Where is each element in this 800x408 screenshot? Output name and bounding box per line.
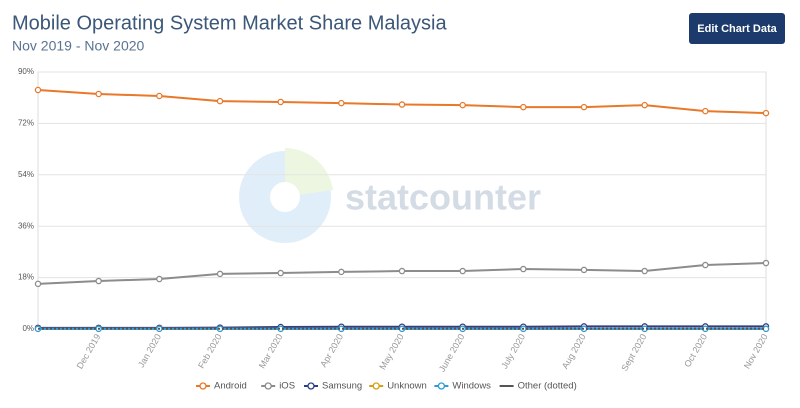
legend-item: Unknown [369, 381, 427, 392]
point [95, 90, 102, 98]
point [338, 99, 345, 107]
y-tick-label: 72% [18, 119, 34, 128]
legend-marker [307, 382, 315, 390]
y-tick-label: 90% [18, 67, 34, 76]
point [277, 269, 284, 277]
legend-marker [264, 382, 272, 390]
point [580, 103, 588, 111]
legend-label: Android [214, 381, 247, 392]
point [398, 101, 406, 108]
point [156, 275, 163, 283]
legend-item: Windows [434, 381, 491, 392]
point [34, 86, 42, 94]
watermark-logo [239, 148, 333, 243]
point [580, 266, 588, 274]
point [520, 265, 527, 273]
legend-label: Unknown [387, 381, 427, 392]
legend-marker [199, 382, 207, 390]
edit-chart-data-button[interactable]: Edit Chart Data [689, 13, 785, 44]
y-tick-label: 54% [18, 170, 34, 179]
legend-marker [437, 382, 446, 390]
chart-title: Mobile Operating System Market Share Mal… [12, 12, 447, 34]
legend-item: Samsung [304, 381, 362, 392]
point [459, 267, 466, 275]
legend-label: Other (dotted) [518, 381, 577, 392]
watermark-text: statcounter [345, 177, 541, 218]
point [641, 267, 648, 275]
legend-item: Other (dotted) [499, 381, 577, 392]
point [762, 259, 770, 267]
y-tick-label: 0% [22, 324, 34, 333]
point [459, 101, 466, 109]
point [277, 98, 284, 106]
legend-item: Android [196, 381, 247, 392]
point [762, 325, 770, 333]
point [398, 267, 406, 275]
point [338, 268, 345, 276]
point [641, 101, 648, 109]
y-tick-label: 18% [18, 273, 34, 282]
legend-label: iOS [279, 381, 295, 392]
point [762, 109, 770, 117]
legend-label: Samsung [322, 381, 362, 392]
point [34, 280, 42, 288]
point [95, 277, 102, 285]
point [702, 107, 709, 115]
point [216, 270, 224, 278]
point [216, 97, 224, 105]
point [702, 261, 709, 269]
legend-item: iOS [261, 381, 295, 392]
y-tick-label: 36% [18, 221, 34, 230]
chart-subtitle: Nov 2019 - Nov 2020 [12, 38, 145, 54]
point [156, 92, 163, 100]
point [520, 103, 527, 111]
legend-marker [372, 382, 380, 390]
legend-label: Windows [452, 381, 491, 392]
